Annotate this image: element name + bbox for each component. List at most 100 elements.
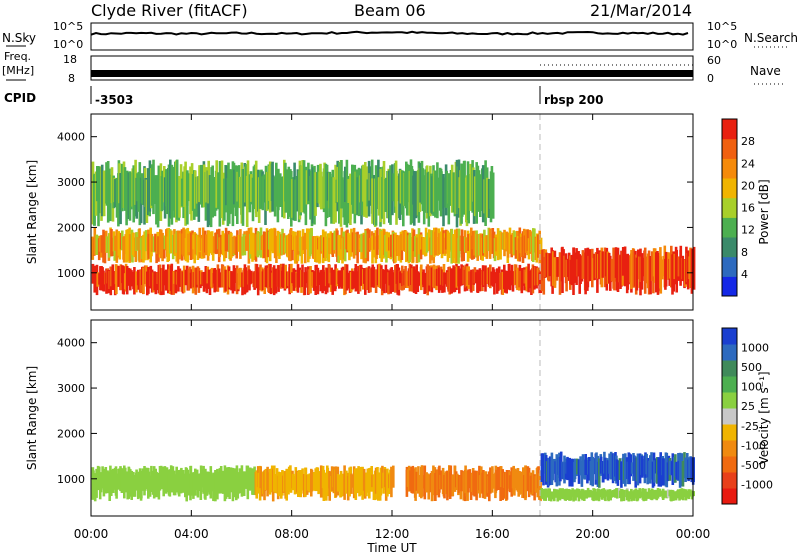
heat-cell xyxy=(426,264,429,296)
heat-cell xyxy=(305,271,309,284)
heat-cell xyxy=(601,489,604,500)
heat-cell xyxy=(548,253,552,277)
heat-cell xyxy=(486,177,489,218)
colorbar-frame xyxy=(721,327,738,505)
heat-cell xyxy=(598,458,601,488)
heat-cell xyxy=(277,265,280,292)
beam-title: Beam 06 xyxy=(354,1,426,20)
heat-cell xyxy=(690,457,693,483)
heat-cell xyxy=(377,177,381,216)
range-tick-label: 2000 xyxy=(57,427,85,440)
heat-cell xyxy=(297,470,301,489)
heat-cell xyxy=(620,461,623,488)
heat-cell xyxy=(258,170,262,209)
heat-cell xyxy=(602,488,606,499)
power-range-ticks: 1000 2000 3000 4000 xyxy=(57,131,693,280)
heat-cell xyxy=(129,172,133,210)
heat-cell xyxy=(187,473,191,496)
heat-cell xyxy=(132,471,135,497)
heat-cell xyxy=(147,168,150,216)
heat-cell xyxy=(224,272,228,285)
range-tick-label: 4000 xyxy=(57,337,85,350)
heat-cell xyxy=(523,235,527,259)
heat-cell xyxy=(311,272,314,288)
heat-cell xyxy=(511,271,515,286)
heat-cell xyxy=(608,453,611,474)
heat-cell xyxy=(328,171,332,218)
heat-cell xyxy=(337,235,341,256)
heat-cell xyxy=(518,471,521,495)
colorbar-swatch xyxy=(722,158,737,179)
heat-cell xyxy=(601,257,605,277)
heat-cell xyxy=(380,231,383,262)
heat-cell xyxy=(414,235,417,257)
heat-cell xyxy=(285,169,289,212)
heat-cell xyxy=(638,453,642,484)
heat-cell xyxy=(304,232,307,264)
heat-cell xyxy=(326,268,329,293)
heat-cell xyxy=(165,467,169,488)
heat-cell xyxy=(531,264,535,294)
time-tick-label: 20:00 xyxy=(575,527,610,541)
heat-cell xyxy=(294,231,297,264)
heat-cell xyxy=(177,470,181,497)
nsky-label: N.Sky xyxy=(2,31,36,45)
heat-cell xyxy=(477,234,481,256)
heat-cell xyxy=(312,271,316,291)
heat-cell xyxy=(107,233,111,258)
heat-cell xyxy=(503,231,507,250)
colorbar-swatch xyxy=(722,392,737,409)
colorbar-tick-label: 20 xyxy=(741,179,755,192)
heat-cell xyxy=(415,237,419,263)
heat-cell xyxy=(333,230,337,251)
heat-cell xyxy=(453,267,457,293)
heat-cell xyxy=(577,459,581,484)
heat-cell xyxy=(268,161,272,213)
heat-cell xyxy=(250,174,253,202)
heat-cell xyxy=(198,473,201,491)
heat-cell xyxy=(376,227,379,255)
heat-cell xyxy=(271,231,275,254)
heat-cell xyxy=(133,267,136,295)
heat-cell xyxy=(479,234,483,260)
heat-cell xyxy=(369,268,372,293)
heat-cell xyxy=(360,233,363,253)
heat-cell xyxy=(246,160,250,210)
heat-cell xyxy=(110,266,113,287)
heat-cell xyxy=(354,468,358,500)
heat-cell xyxy=(396,175,400,202)
heat-cell xyxy=(537,234,540,258)
heat-cell xyxy=(275,235,278,263)
heat-cell xyxy=(402,170,405,227)
heat-cell xyxy=(242,471,246,496)
heat-cell xyxy=(455,266,459,288)
heat-cell xyxy=(635,257,639,291)
heat-cell xyxy=(309,266,312,294)
heat-cell xyxy=(421,475,425,489)
cpid-segments: -3503 rbsp 200 xyxy=(90,86,603,107)
heat-cell xyxy=(141,468,145,491)
heat-cell xyxy=(268,468,272,495)
heat-cell xyxy=(681,255,685,282)
heat-cell xyxy=(657,461,661,487)
heat-cell xyxy=(375,171,379,205)
heat-cell xyxy=(323,162,326,209)
heat-cell xyxy=(241,169,245,226)
heat-cell xyxy=(268,229,272,262)
heat-cell xyxy=(144,467,148,489)
heat-cell xyxy=(230,170,233,213)
heat-cell xyxy=(487,178,491,218)
heat-cell xyxy=(170,238,173,254)
heat-cell xyxy=(450,164,454,213)
colorbar-swatch xyxy=(722,119,737,140)
heat-cell xyxy=(528,272,532,289)
heat-cell xyxy=(505,470,509,500)
heat-cell xyxy=(659,490,663,497)
heat-cell xyxy=(579,259,582,284)
heat-cell xyxy=(139,269,142,294)
heat-cell xyxy=(450,228,453,264)
heat-cell xyxy=(598,250,601,280)
heat-cell xyxy=(692,457,695,482)
heat-cell xyxy=(339,234,342,261)
heat-cell xyxy=(120,468,124,493)
